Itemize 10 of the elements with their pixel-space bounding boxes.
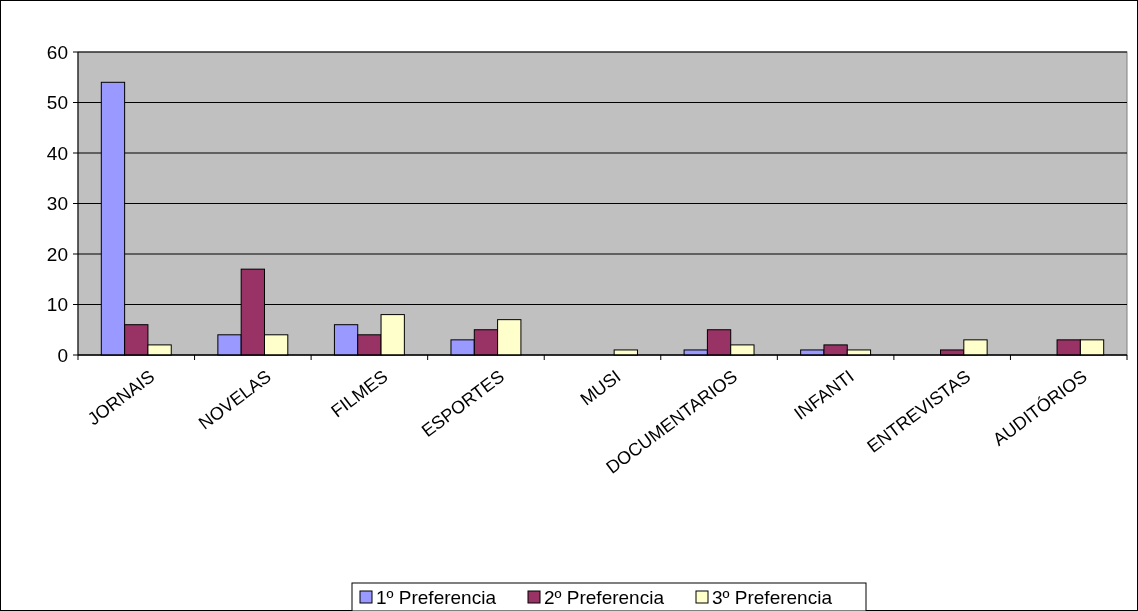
y-tick-label: 50 xyxy=(46,92,68,114)
legend-label: 1º Preferencia xyxy=(376,586,497,608)
y-tick-label: 60 xyxy=(46,41,68,63)
y-tick-label: 20 xyxy=(46,243,68,265)
legend-label: 3º Preferencia xyxy=(712,586,833,608)
legend-label: 2º Preferencia xyxy=(544,586,665,608)
y-tick-label: 0 xyxy=(57,344,68,366)
y-tick-label: 30 xyxy=(46,193,68,215)
y-tick-label: 40 xyxy=(46,142,68,164)
y-tick-label: 10 xyxy=(46,294,68,316)
